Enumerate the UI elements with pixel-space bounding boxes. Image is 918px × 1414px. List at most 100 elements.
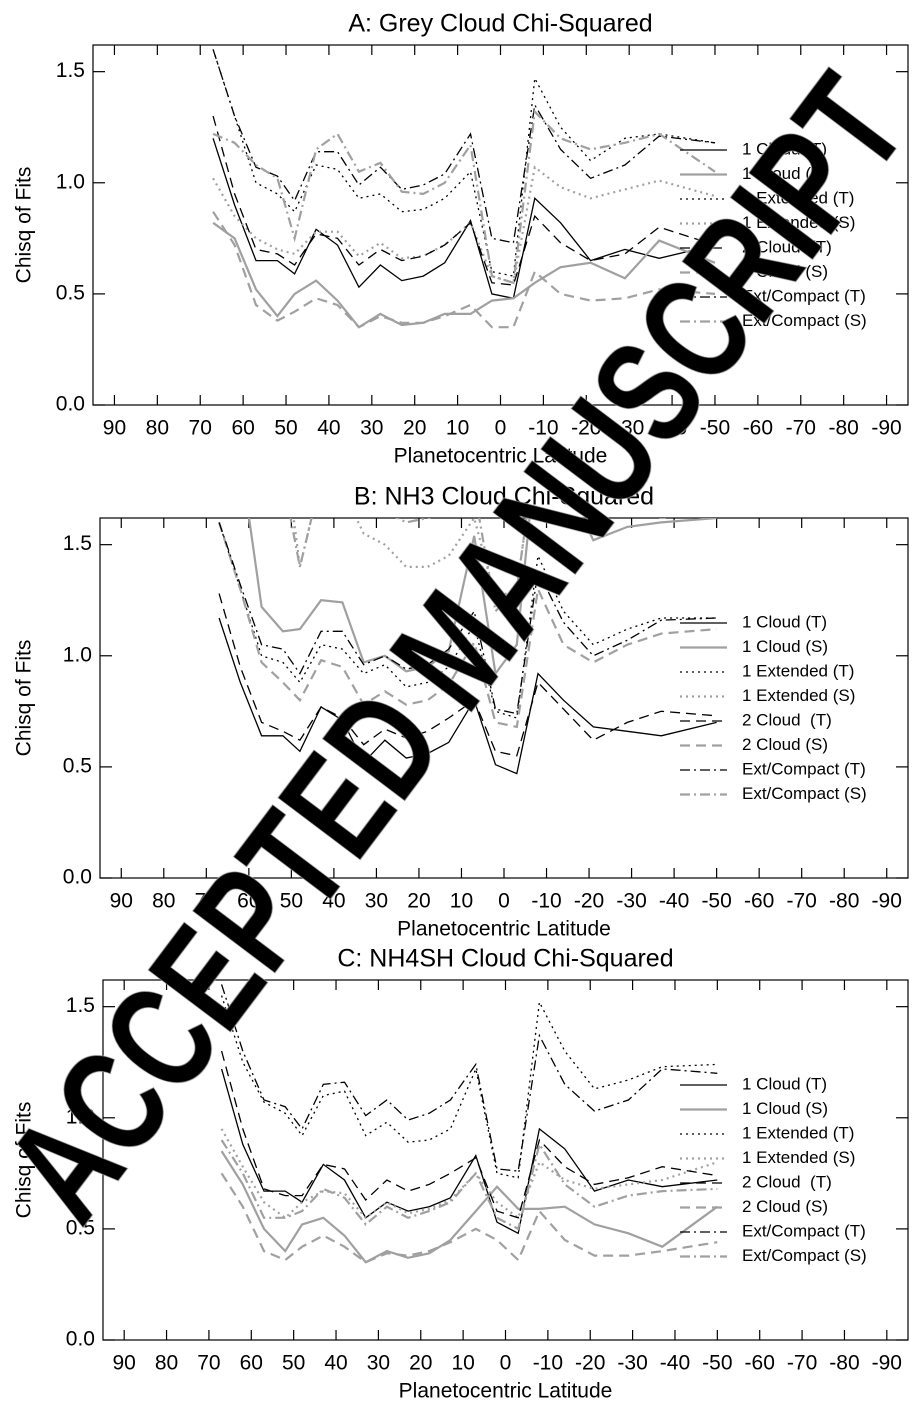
legend-label: 1 Cloud (S) <box>742 637 828 656</box>
legend-label: 1 Extended (S) <box>742 213 855 232</box>
y-tick-label: 0.5 <box>63 754 92 777</box>
y-axis-title: Chisq of Fits <box>13 1102 36 1219</box>
x-tick-label: -50 <box>701 890 731 913</box>
x-tick-label: 0 <box>500 1352 512 1375</box>
x-axis-title: Planetocentric Latitude <box>397 918 611 941</box>
x-tick-label: -80 <box>829 1352 859 1375</box>
legend-label: 1 Cloud (T) <box>742 1074 827 1093</box>
x-tick-label: -60 <box>745 1352 775 1375</box>
x-tick-label: 0 <box>498 890 510 913</box>
x-tick-label: 90 <box>110 890 133 913</box>
data-line <box>220 1128 718 1220</box>
legend-label: 1 Cloud (T) <box>742 139 827 158</box>
data-line <box>218 593 717 757</box>
x-tick-label: 30 <box>360 417 383 440</box>
x-tick-label: -60 <box>743 417 773 440</box>
legend-label: Ext/Compact (T) <box>742 286 866 305</box>
data-line <box>212 115 716 286</box>
legend-label: Ext/Compact (S) <box>742 784 867 803</box>
legend-label: 2 Cloud (T) <box>742 710 832 729</box>
data-line <box>212 109 716 285</box>
x-tick-label: -50 <box>702 1352 732 1375</box>
y-tick-label: 0.0 <box>66 1328 95 1351</box>
x-tick-label: 40 <box>322 890 345 913</box>
x-tick-label: -40 <box>659 890 689 913</box>
data-line <box>247 518 717 677</box>
y-tick-label: 0.5 <box>56 281 85 304</box>
y-tick-label: 1.5 <box>63 532 92 555</box>
data-line <box>220 1050 718 1219</box>
chart-title: A: Grey Cloud Chi-Squared <box>348 10 652 38</box>
x-tick-label: 70 <box>189 417 212 440</box>
x-tick-label: -40 <box>660 1352 690 1375</box>
x-tick-label: 50 <box>280 890 303 913</box>
x-tick-label: -70 <box>787 1352 817 1375</box>
data-line <box>218 522 717 719</box>
x-tick-label: 80 <box>146 417 169 440</box>
data-line <box>218 522 717 729</box>
data-line <box>212 138 716 300</box>
chart-title: B: NH3 Cloud Chi-Squared <box>354 483 654 511</box>
x-tick-label: 0 <box>495 417 507 440</box>
data-line <box>220 1139 718 1231</box>
y-tick-label: 0.0 <box>63 866 92 889</box>
x-tick-label: 80 <box>152 890 175 913</box>
y-axis-title: Chisq of Fits <box>13 640 36 757</box>
data-line <box>220 984 718 1172</box>
x-tick-label: 30 <box>367 1352 390 1375</box>
x-tick-label: 40 <box>317 417 340 440</box>
legend-label: 1 Extended (T) <box>742 661 854 680</box>
legend-label: 1 Cloud (S) <box>742 164 828 183</box>
x-tick-label: -10 <box>528 417 558 440</box>
x-tick-label: 60 <box>240 1352 263 1375</box>
legend-label: Ext/Compact (S) <box>742 1246 867 1265</box>
series-group <box>218 518 717 775</box>
legend-label: 2 Cloud (T) <box>742 1172 832 1191</box>
series-group <box>220 984 718 1264</box>
x-tick-label: 30 <box>365 890 388 913</box>
data-line <box>212 49 716 244</box>
data-line <box>220 1172 718 1264</box>
x-tick-label: -90 <box>872 1352 902 1375</box>
y-axis-title: Chisq of Fits <box>13 167 36 284</box>
x-tick-label: -90 <box>871 417 901 440</box>
x-tick-label: 90 <box>103 417 126 440</box>
legend-label: Ext/Compact (S) <box>742 311 867 330</box>
legend-label: 2 Cloud (S) <box>742 1197 828 1216</box>
legend-label: 2 Cloud (S) <box>742 735 828 754</box>
data-line <box>218 617 717 775</box>
legend-label: 2 Cloud (T) <box>742 237 832 256</box>
legend-label: 1 Extended (S) <box>742 686 855 705</box>
legend-label: Ext/Compact (T) <box>742 1221 866 1240</box>
x-tick-label: 50 <box>274 417 297 440</box>
y-tick-label: 1.0 <box>66 1105 95 1128</box>
x-tick-label: 70 <box>197 1352 220 1375</box>
x-tick-label: 20 <box>409 1352 432 1375</box>
x-tick-label: 10 <box>450 890 473 913</box>
legend-label: 1 Extended (T) <box>742 1123 854 1142</box>
x-tick-label: 20 <box>403 417 426 440</box>
data-line <box>220 1150 718 1264</box>
x-tick-label: -50 <box>700 417 730 440</box>
x-tick-label: -30 <box>616 890 646 913</box>
x-axis-title: Planetocentric Latitude <box>399 1380 613 1403</box>
x-tick-label: -10 <box>531 890 561 913</box>
y-tick-label: 0.5 <box>66 1216 95 1239</box>
legend-label: 1 Cloud (T) <box>742 612 827 631</box>
x-tick-label: 40 <box>324 1352 347 1375</box>
x-tick-label: -80 <box>829 890 859 913</box>
x-tick-label: -80 <box>828 417 858 440</box>
y-tick-label: 1.5 <box>66 994 95 1017</box>
y-tick-label: 1.0 <box>63 643 92 666</box>
x-tick-label: 60 <box>231 417 254 440</box>
x-tick-label: 50 <box>282 1352 305 1375</box>
x-tick-label: 10 <box>451 1352 474 1375</box>
x-tick-label: 60 <box>237 890 260 913</box>
x-tick-label: -30 <box>614 417 644 440</box>
x-tick-label: -20 <box>574 890 604 913</box>
x-tick-label: -40 <box>657 417 687 440</box>
legend-label: 1 Extended (T) <box>742 188 854 207</box>
x-tick-label: -60 <box>744 890 774 913</box>
legend-label: 1 Cloud (S) <box>742 1099 828 1118</box>
